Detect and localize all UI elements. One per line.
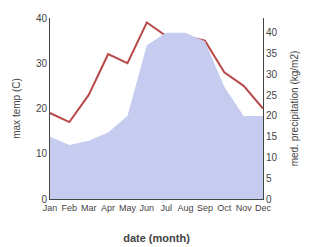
svg-text:30: 30 bbox=[266, 69, 278, 80]
svg-text:15: 15 bbox=[266, 131, 278, 142]
svg-text:30: 30 bbox=[36, 58, 48, 69]
svg-text:Apr: Apr bbox=[101, 203, 115, 213]
svg-text:10: 10 bbox=[36, 148, 48, 159]
svg-text:Dec: Dec bbox=[255, 203, 272, 213]
svg-text:date (month): date (month) bbox=[123, 232, 190, 244]
svg-text:10: 10 bbox=[266, 152, 278, 163]
svg-text:Jun: Jun bbox=[140, 203, 155, 213]
svg-text:20: 20 bbox=[36, 103, 48, 114]
svg-text:Sep: Sep bbox=[197, 203, 213, 213]
svg-text:40: 40 bbox=[266, 27, 278, 38]
svg-text:Jan: Jan bbox=[43, 203, 58, 213]
svg-text:med. precipitation (kg/m2): med. precipitation (kg/m2) bbox=[289, 51, 300, 167]
svg-text:Mar: Mar bbox=[81, 203, 97, 213]
svg-text:max temp (C): max temp (C) bbox=[11, 78, 22, 139]
svg-text:0: 0 bbox=[266, 194, 272, 205]
svg-text:0: 0 bbox=[41, 194, 47, 205]
svg-text:5: 5 bbox=[266, 173, 272, 184]
svg-text:May: May bbox=[119, 203, 137, 213]
svg-text:Aug: Aug bbox=[178, 203, 194, 213]
svg-text:35: 35 bbox=[266, 48, 278, 59]
svg-text:Nov: Nov bbox=[236, 203, 253, 213]
svg-text:Jul: Jul bbox=[160, 203, 172, 213]
svg-text:20: 20 bbox=[266, 110, 278, 121]
svg-text:25: 25 bbox=[266, 90, 278, 101]
svg-text:40: 40 bbox=[36, 13, 48, 24]
svg-text:Oct: Oct bbox=[217, 203, 232, 213]
svg-text:Feb: Feb bbox=[62, 203, 78, 213]
